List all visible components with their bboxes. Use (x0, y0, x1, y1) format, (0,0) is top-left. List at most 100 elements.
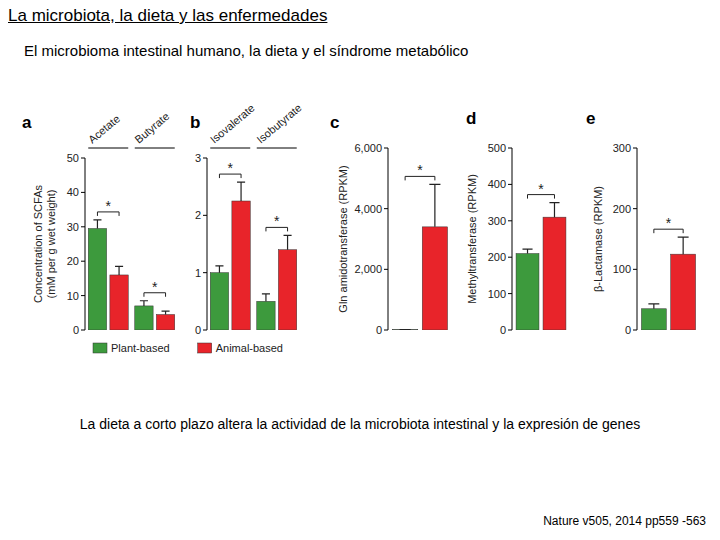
legend-label: Animal-based (216, 342, 283, 354)
y-tick (633, 330, 637, 331)
y-tick (203, 330, 207, 331)
error-bar (522, 249, 532, 253)
y-tick-label: 100 (488, 288, 506, 300)
marks (210, 182, 296, 330)
y-tick (508, 293, 512, 294)
y-tick (203, 272, 207, 273)
y-tick-label: 6,000 (354, 142, 382, 154)
y-tick-label: 300 (613, 142, 631, 154)
bar (257, 301, 275, 330)
y-tick-label: 20 (67, 255, 79, 267)
y-tick (203, 215, 207, 216)
citation: Nature v505, 2014 pp559 -563 (543, 514, 706, 528)
error-bar (262, 294, 270, 301)
error-bar (237, 182, 245, 201)
y-tick-label: 50 (67, 152, 79, 164)
category-bracket (210, 148, 250, 149)
category-bracket (88, 148, 128, 149)
y-tick (633, 208, 637, 209)
figure: a01020304050Concentration of SCFAs(mM pe… (0, 0, 720, 540)
y-tick (508, 148, 512, 149)
marks (516, 203, 566, 330)
bar (232, 201, 250, 330)
y-axis (637, 148, 638, 330)
y-axis-label: Gln amidotransferase (RPKM) (337, 165, 349, 312)
bar (88, 229, 106, 330)
error-bar (215, 266, 223, 273)
error-bar (678, 237, 689, 254)
y-tick (508, 184, 512, 185)
bar (516, 254, 539, 330)
category-label: Isobutyrate (254, 101, 303, 145)
y-tick (633, 148, 637, 149)
significance-star: * (106, 198, 112, 214)
y-axis (207, 158, 208, 330)
category-label: Butyrate (132, 110, 171, 146)
error-bar (400, 329, 411, 330)
panel-letter: c (330, 113, 339, 132)
panel-letter: d (466, 109, 476, 128)
y-tick-label: 4,000 (354, 203, 382, 215)
bar (210, 273, 228, 330)
y-tick-label: 200 (488, 251, 506, 263)
error-bar (549, 203, 559, 218)
y-tick-label: 200 (613, 203, 631, 215)
significance-star: * (228, 160, 234, 176)
y-tick-label: 0 (500, 324, 506, 336)
y-tick (508, 257, 512, 258)
y-tick-label: 30 (67, 221, 79, 233)
error-bar (429, 184, 440, 226)
y-tick (384, 269, 388, 270)
panel-letter: a (22, 113, 32, 132)
y-tick (81, 261, 85, 262)
y-tick-label: 0 (376, 324, 382, 336)
error-bar (115, 266, 123, 275)
y-tick-label: 300 (488, 215, 506, 227)
y-axis-label: Methyltransferase (RPKM) (466, 174, 478, 304)
y-tick (633, 269, 637, 270)
error-bar (140, 301, 148, 306)
y-axis-label: β-Lactamase (RPKM) (592, 186, 604, 292)
marks (392, 184, 447, 330)
y-tick (203, 158, 207, 159)
panel: d0100200300400500Methyltransferase (RPKM… (466, 109, 566, 336)
y-tick-label: 0 (73, 324, 79, 336)
panel: e0100200300β-Lactamase (RPKM)* (586, 109, 696, 336)
y-tick (81, 295, 85, 296)
legend-label: Plant-based (111, 342, 170, 354)
y-tick (384, 330, 388, 331)
y-tick (508, 220, 512, 221)
error-bar (284, 235, 292, 249)
category-bracket (257, 148, 297, 149)
bar (671, 254, 696, 330)
y-axis (388, 148, 389, 330)
slide-subtitle: El microbioma intestinal humano, la diet… (24, 42, 468, 59)
error-bar (162, 311, 170, 314)
slide-title: La microbiota, la dieta y las enfermedad… (8, 6, 327, 26)
bar (641, 309, 666, 330)
bar (543, 217, 566, 330)
y-tick-label: 0 (195, 324, 201, 336)
y-tick-label: 40 (67, 186, 79, 198)
y-tick-label: 100 (613, 263, 631, 275)
legend-swatch (198, 343, 212, 353)
significance-star: * (538, 181, 544, 197)
y-tick (81, 226, 85, 227)
bar (156, 315, 174, 330)
significance-star: * (152, 279, 158, 295)
y-tick-label: 2,000 (354, 263, 382, 275)
caption: La dieta a corto plazo altera la activid… (60, 413, 660, 435)
y-tick-label: 0 (625, 324, 631, 336)
category-label: Isovalerate (208, 102, 257, 146)
y-tick-label: 400 (488, 178, 506, 190)
panel: c 0 2,000 4,000 6,000 Gln amidotransferase (R… (330, 113, 448, 336)
y-tick (81, 330, 85, 331)
panel-letter: e (586, 109, 595, 128)
category-label: Acetate (86, 112, 122, 145)
panel-letter: b (190, 113, 200, 132)
marks (641, 237, 695, 330)
bar (110, 275, 128, 330)
y-tick (81, 192, 85, 193)
y-tick-label: 10 (67, 290, 79, 302)
y-tick (81, 158, 85, 159)
